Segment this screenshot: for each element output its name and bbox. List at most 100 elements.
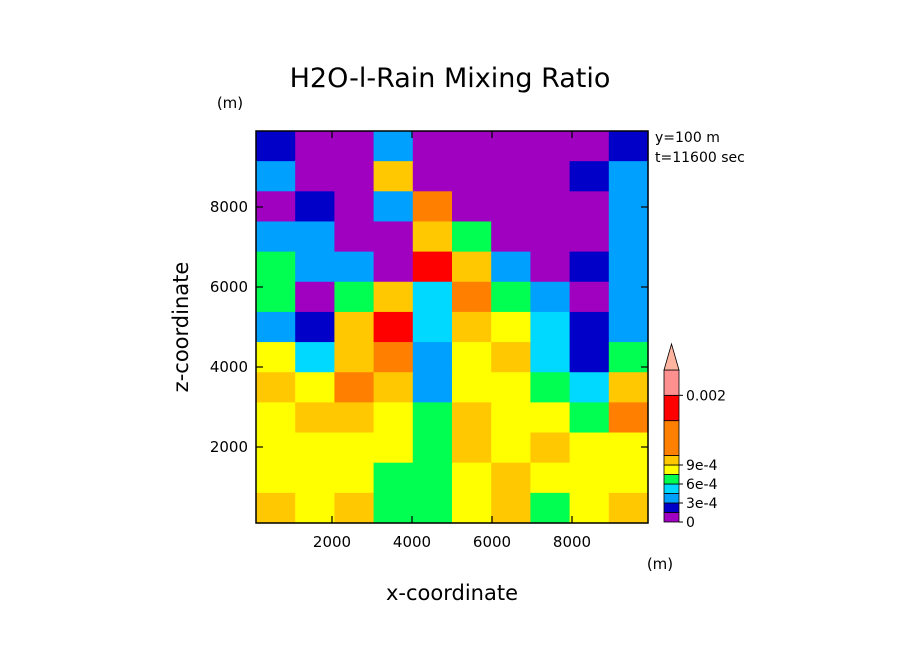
heatmap-cell bbox=[608, 161, 649, 192]
heatmap-cell bbox=[295, 251, 335, 283]
heatmap-cell bbox=[373, 372, 414, 403]
heatmap-cell bbox=[530, 311, 571, 343]
heatmap-cell bbox=[295, 281, 335, 313]
heatmap-cell bbox=[452, 432, 492, 464]
heatmap-cell bbox=[256, 342, 296, 373]
heatmap-cell bbox=[452, 281, 492, 313]
heatmap-cell bbox=[491, 492, 531, 524]
heatmap-cell bbox=[373, 161, 414, 192]
colorbar-band bbox=[663, 455, 680, 466]
heatmap-cell bbox=[530, 161, 571, 192]
heatmap-cell bbox=[530, 492, 571, 524]
x-tick-label: 6000 bbox=[473, 533, 511, 551]
heatmap-cell bbox=[452, 492, 492, 524]
heatmap-cell bbox=[530, 372, 571, 403]
y-tick-label: 4000 bbox=[210, 358, 248, 376]
y-unit-label: (m) bbox=[217, 94, 243, 112]
heatmap-cell bbox=[569, 281, 610, 313]
heatmap-cell bbox=[334, 161, 375, 192]
x-tick-label: 8000 bbox=[553, 533, 591, 551]
heatmap-cell bbox=[373, 492, 414, 524]
colorbar-band bbox=[663, 512, 680, 523]
colorbar-band bbox=[663, 369, 680, 396]
x-unit-label: (m) bbox=[647, 555, 673, 573]
heatmap-cell bbox=[373, 462, 414, 494]
heatmap-cell bbox=[530, 402, 571, 434]
heatmap-cell bbox=[412, 311, 453, 343]
chart-title: H2O-l-Rain Mixing Ratio bbox=[290, 63, 611, 94]
heatmap-cell bbox=[295, 191, 335, 223]
heatmap-cell bbox=[530, 462, 571, 494]
heatmap-cell bbox=[334, 372, 375, 403]
heatmap-cell bbox=[491, 161, 531, 192]
heatmap-cell bbox=[256, 432, 296, 464]
colorbar-label: 0.002 bbox=[686, 388, 726, 404]
heatmap-cell bbox=[569, 251, 610, 283]
heatmap-cell bbox=[412, 432, 453, 464]
heatmap-cell bbox=[373, 342, 414, 373]
heatmap-cell bbox=[530, 281, 571, 313]
heatmap-cell bbox=[491, 342, 531, 373]
heatmap-cell bbox=[569, 492, 610, 524]
heatmap-cell bbox=[256, 462, 296, 494]
heatmap-cell bbox=[452, 372, 492, 403]
heatmap-cell bbox=[295, 131, 335, 162]
heatmap-cell bbox=[491, 432, 531, 464]
heatmap-cell bbox=[491, 402, 531, 434]
colorbar-band bbox=[663, 502, 680, 513]
heatmap-cell bbox=[295, 492, 335, 524]
heatmap-cell bbox=[608, 402, 649, 434]
annotation-t: t=11600 sec bbox=[655, 150, 745, 166]
heatmap-cell bbox=[412, 281, 453, 313]
heatmap-cell bbox=[295, 342, 335, 373]
colorbar-band bbox=[663, 464, 680, 475]
heatmap-cell bbox=[452, 161, 492, 192]
heatmap-cell bbox=[569, 462, 610, 494]
heatmap-cell bbox=[530, 251, 571, 283]
heatmap-cell bbox=[295, 311, 335, 343]
heatmap-cell bbox=[569, 311, 610, 343]
heatmap-cell bbox=[256, 161, 296, 192]
heatmap-cell bbox=[373, 191, 414, 223]
colorbar-label: 3e-4 bbox=[686, 496, 718, 512]
colorbar-label: 6e-4 bbox=[686, 477, 718, 493]
heatmap-cell bbox=[256, 221, 296, 253]
heatmap-cell bbox=[530, 221, 571, 253]
heatmap-cell bbox=[608, 251, 649, 283]
heatmap-cell bbox=[412, 372, 453, 403]
heatmap-cell bbox=[452, 462, 492, 494]
heatmap-cell bbox=[452, 191, 492, 223]
y-axis: 2000 4000 6000 8000 bbox=[210, 198, 648, 456]
colorbar-band bbox=[663, 394, 680, 422]
heatmap-cell bbox=[530, 191, 571, 223]
heatmap-cell bbox=[412, 191, 453, 223]
heatmap-cell bbox=[256, 492, 296, 524]
heatmap-cell bbox=[491, 281, 531, 313]
plot-frame bbox=[255, 130, 649, 524]
heatmap-cell bbox=[295, 161, 335, 192]
heatmap-cell bbox=[373, 281, 414, 313]
heatmap-cell bbox=[608, 281, 649, 313]
heatmap-cell bbox=[491, 372, 531, 403]
heatmap-cell bbox=[412, 161, 453, 192]
heatmap-cell bbox=[334, 251, 375, 283]
heatmap-cell bbox=[334, 342, 375, 373]
heatmap-cell bbox=[569, 402, 610, 434]
heatmap-cell bbox=[334, 462, 375, 494]
heatmap-cell bbox=[334, 492, 375, 524]
heatmap-cell bbox=[373, 402, 414, 434]
heatmap-cell bbox=[334, 221, 375, 253]
heatmap-cell bbox=[452, 311, 492, 343]
colorbar: 0 3e-4 6e-4 9e-4 0.002 bbox=[663, 342, 726, 531]
heatmap-cell bbox=[608, 342, 649, 373]
heatmap-cell bbox=[412, 462, 453, 494]
heatmap-cell bbox=[412, 251, 453, 283]
heatmap-cell bbox=[491, 221, 531, 253]
heatmap-cell bbox=[256, 402, 296, 434]
colorbar-band bbox=[663, 474, 680, 485]
heatmap-cell bbox=[569, 432, 610, 464]
heatmap-cell bbox=[334, 191, 375, 223]
heatmap-cell bbox=[491, 191, 531, 223]
heatmap-cell bbox=[334, 281, 375, 313]
